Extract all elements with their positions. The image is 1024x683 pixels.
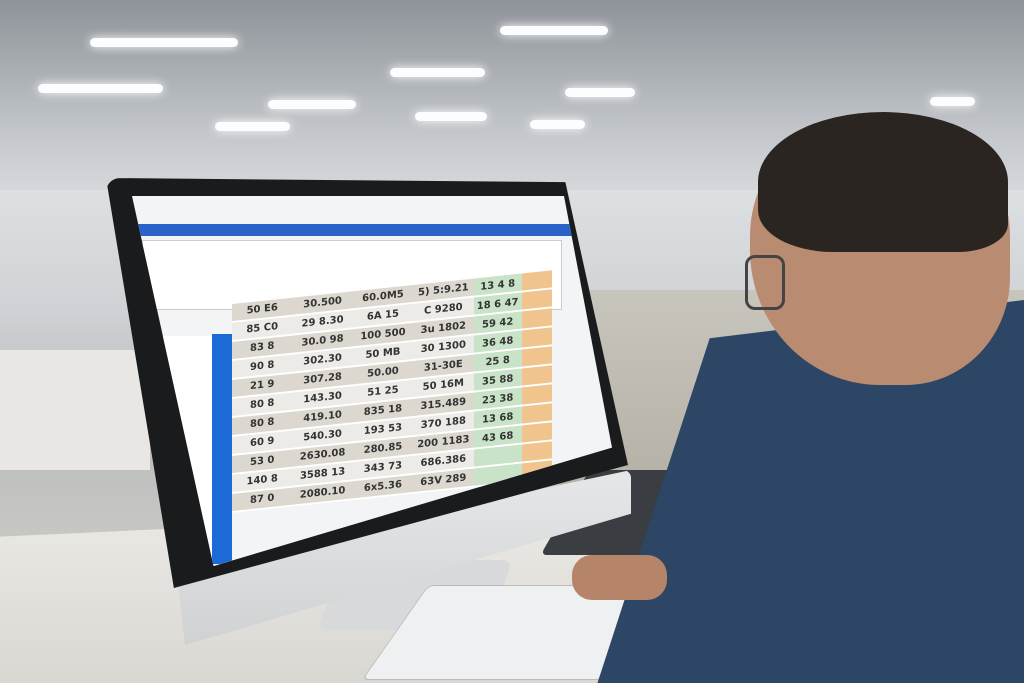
- ceiling-light: [565, 88, 635, 97]
- table-cell[interactable]: 2080.10: [299, 485, 346, 501]
- table-cell[interactable]: 53 0: [250, 454, 275, 469]
- highlight-cell: [521, 289, 552, 310]
- table-cell[interactable]: 540.30: [303, 428, 342, 444]
- table-cell[interactable]: 370 188: [420, 415, 466, 432]
- ceiling-light: [930, 97, 975, 106]
- blue-column: [212, 334, 232, 564]
- data-table: 50 E6 30.500 60.0M5 5) 5:9.21 13 4 8 85 C0 29 …: [232, 270, 552, 513]
- table-cell[interactable]: 6A 15: [366, 308, 399, 323]
- table-cell[interactable]: 29 8.30: [301, 314, 344, 330]
- table-cell[interactable]: 83 8: [250, 340, 275, 355]
- glasses: [745, 255, 785, 310]
- person-hair: [758, 112, 1008, 252]
- table-cell[interactable]: 307.28: [303, 371, 342, 387]
- table-cell[interactable]: 30.0 98: [301, 333, 344, 349]
- background-desk: [0, 350, 150, 470]
- highlight-cell: [521, 422, 552, 443]
- ceiling-light: [38, 84, 163, 93]
- ceiling-light: [215, 122, 290, 131]
- highlight-cell: [521, 365, 552, 386]
- highlight-cell: [521, 270, 552, 291]
- highlight-cell: [521, 346, 552, 367]
- table-cell[interactable]: 315.489: [420, 396, 467, 413]
- table-cell[interactable]: 30.500: [303, 295, 342, 311]
- ceiling-light: [500, 26, 608, 35]
- table-cell[interactable]: C 9280: [423, 301, 463, 317]
- table-cell[interactable]: 87 0: [250, 492, 275, 507]
- table-cell[interactable]: 143.30: [303, 390, 342, 406]
- table-cell[interactable]: 50.00: [367, 365, 399, 380]
- table-cell[interactable]: 90 8: [250, 359, 275, 374]
- table-cell[interactable]: 85 C0: [246, 321, 279, 336]
- table-cell[interactable]: 2630.08: [299, 447, 346, 463]
- table-cell[interactable]: 343 73: [363, 460, 403, 476]
- table-cell[interactable]: 60.0M5: [362, 288, 404, 305]
- table-cell[interactable]: 419.10: [303, 409, 342, 425]
- table-cell[interactable]: 60 9: [250, 435, 275, 450]
- table-cell[interactable]: 302.30: [303, 352, 342, 368]
- table-cell[interactable]: 80 8: [250, 397, 275, 412]
- ceiling-light: [268, 100, 356, 109]
- table-cell[interactable]: 31-30E: [423, 358, 463, 374]
- table-cell[interactable]: 30 1300: [420, 339, 466, 356]
- table-cell[interactable]: 835 18: [363, 403, 403, 419]
- ceiling-light: [90, 38, 238, 47]
- table-cell[interactable]: 50 E6: [246, 302, 278, 317]
- highlight-cell: [521, 384, 552, 405]
- table-cell[interactable]: 21 9: [250, 378, 275, 393]
- highlight-cell: [521, 327, 552, 348]
- hand: [572, 555, 667, 600]
- table-cell[interactable]: 3588 13: [299, 466, 346, 482]
- table-cell[interactable]: 6x5.36: [363, 479, 402, 495]
- table-cell[interactable]: 686.386: [420, 453, 467, 470]
- table-cell[interactable]: 63V 289: [420, 472, 467, 489]
- highlight-cell: [521, 441, 552, 462]
- table-cell[interactable]: 50 16M: [422, 377, 464, 393]
- table-cell[interactable]: 3u 1802: [420, 320, 466, 337]
- table-cell[interactable]: 51 25: [367, 384, 399, 399]
- table-cell[interactable]: 5) 5:9.21: [417, 282, 469, 299]
- table-cell[interactable]: 100 500: [360, 326, 406, 343]
- ceiling-light: [530, 120, 585, 129]
- table-cell[interactable]: 200 1183: [417, 434, 470, 451]
- table-cell[interactable]: 50 MB: [365, 346, 401, 361]
- table-cell[interactable]: 280.85: [363, 441, 403, 457]
- ceiling-light: [390, 68, 485, 77]
- highlight-cell: [521, 308, 552, 329]
- table-cell[interactable]: 80 8: [250, 416, 275, 431]
- table-cell[interactable]: 140 8: [246, 473, 278, 488]
- ribbon-bar: [132, 224, 612, 236]
- highlight-cell: [521, 403, 552, 424]
- ceiling-light: [415, 112, 487, 121]
- table-cell[interactable]: 193 53: [363, 422, 403, 438]
